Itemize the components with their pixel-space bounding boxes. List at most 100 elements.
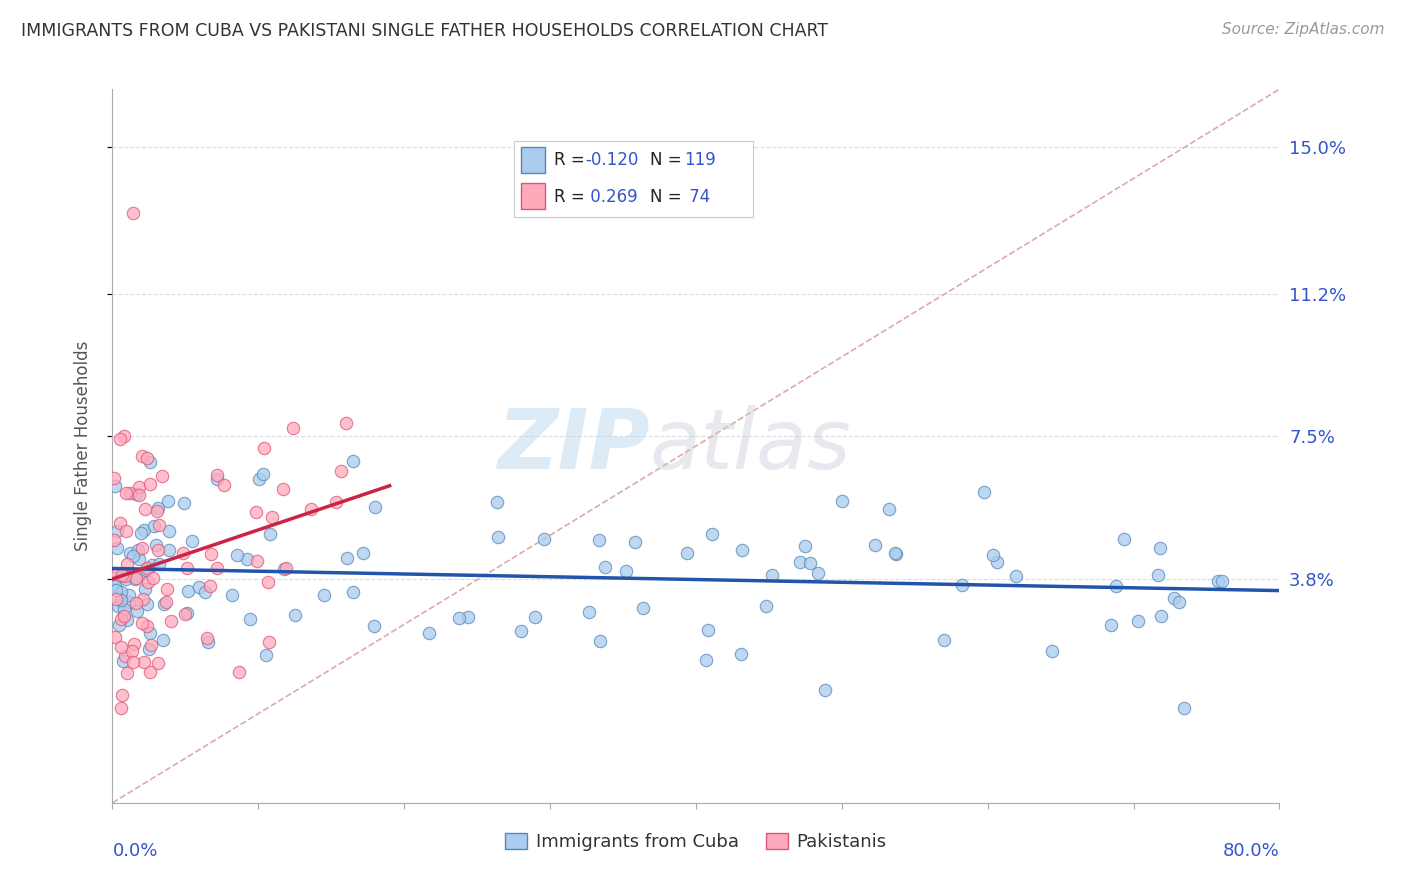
Point (141, 558, 163, 573)
Point (418, 625, 440, 640)
Point (121, 643, 143, 657)
FancyBboxPatch shape (520, 183, 544, 210)
Point (761, 568, 783, 582)
Point (146, 656, 169, 670)
Text: N =: N = (650, 152, 682, 169)
Point (127, 604, 149, 618)
Point (588, 533, 610, 548)
Text: Source: ZipAtlas.com: Source: ZipAtlas.com (1222, 22, 1385, 37)
Point (104, 582, 127, 597)
Point (157, 542, 180, 557)
Point (271, 483, 294, 497)
Point (148, 518, 170, 533)
Point (1114, 532, 1136, 546)
Point (146, 500, 169, 515)
Point (1126, 615, 1149, 629)
Point (335, 551, 357, 566)
Point (284, 608, 307, 623)
Point (115, 558, 138, 572)
Point (1042, 644, 1064, 658)
Point (1099, 617, 1122, 632)
Point (114, 524, 136, 538)
Point (128, 569, 150, 583)
Text: -0.120: -0.120 (585, 152, 638, 169)
Point (447, 611, 470, 625)
Point (831, 493, 853, 508)
Point (247, 472, 270, 486)
Point (731, 542, 754, 557)
Point (1147, 568, 1170, 582)
Point (363, 500, 385, 514)
Point (329, 464, 352, 478)
Point (160, 614, 183, 628)
Point (299, 502, 322, 516)
Point (142, 519, 165, 533)
Point (260, 510, 283, 524)
Point (799, 556, 821, 570)
Point (225, 549, 247, 563)
Point (755, 599, 778, 614)
Y-axis label: Single Father Households: Single Father Households (73, 341, 91, 551)
Point (807, 566, 830, 580)
Point (593, 560, 616, 574)
Point (118, 546, 141, 560)
Point (325, 494, 347, 508)
Point (335, 416, 357, 430)
Point (132, 655, 155, 669)
Point (1105, 579, 1128, 593)
Point (695, 653, 717, 667)
Point (111, 567, 134, 582)
Point (276, 561, 298, 575)
Point (221, 588, 243, 602)
Point (132, 592, 155, 607)
Point (115, 485, 138, 500)
Point (342, 585, 364, 599)
Point (1167, 595, 1189, 609)
Point (108, 433, 131, 447)
Point (122, 637, 145, 651)
Point (156, 494, 179, 508)
Point (173, 496, 195, 510)
Point (281, 420, 304, 434)
Point (1149, 541, 1171, 555)
Point (486, 530, 509, 544)
Point (981, 548, 1004, 562)
Point (138, 476, 160, 491)
Point (104, 579, 127, 593)
Point (254, 648, 277, 662)
Point (1150, 609, 1173, 624)
Point (136, 451, 159, 466)
Point (176, 583, 198, 598)
Point (107, 618, 129, 632)
Point (112, 429, 135, 443)
Point (246, 554, 269, 568)
Point (172, 546, 194, 560)
Point (934, 632, 956, 647)
Point (150, 469, 173, 483)
Point (152, 632, 174, 647)
Point (148, 557, 170, 571)
Point (214, 478, 236, 492)
Point (510, 624, 533, 638)
Point (128, 551, 150, 566)
Point (139, 625, 162, 640)
Point (533, 532, 555, 546)
Point (205, 560, 228, 574)
Text: atlas: atlas (650, 406, 851, 486)
Point (103, 471, 125, 485)
Point (131, 616, 153, 631)
Point (363, 619, 385, 633)
Point (122, 655, 145, 669)
Point (195, 632, 218, 646)
Point (105, 566, 128, 581)
Point (205, 472, 228, 486)
Point (863, 538, 886, 552)
Point (110, 592, 132, 607)
Point (524, 610, 547, 624)
Point (1163, 591, 1185, 605)
Point (197, 635, 219, 649)
Point (114, 572, 136, 586)
Point (205, 468, 228, 483)
Point (107, 599, 129, 613)
Point (115, 665, 138, 680)
